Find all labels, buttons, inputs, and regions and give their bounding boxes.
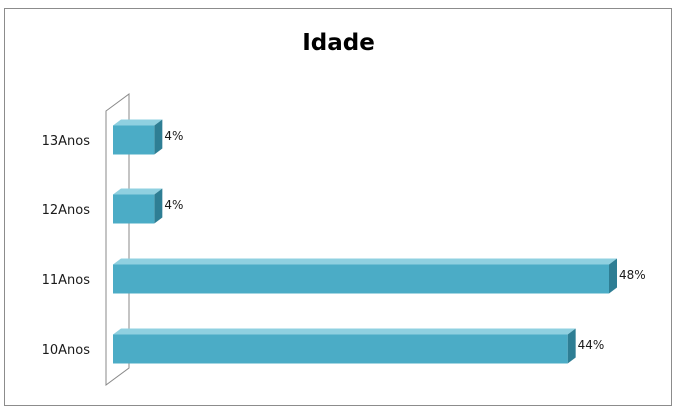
- bar-side-12anos: [154, 188, 163, 224]
- category-label-13anos: 13Anos: [42, 134, 91, 149]
- value-label-12anos: 4%: [164, 198, 183, 212]
- bars-group: [113, 119, 617, 364]
- bar-13anos: [113, 125, 155, 155]
- bar-12anos: [113, 194, 155, 224]
- bar-top-11anos: [113, 258, 617, 265]
- value-label-10anos: 44%: [578, 338, 605, 352]
- category-labels: 10Anos 11Anos 12Anos 13Anos: [42, 134, 91, 358]
- chart-title: Idade: [302, 30, 375, 56]
- bar-side-13anos: [154, 119, 163, 155]
- value-label-13anos: 4%: [164, 129, 183, 143]
- category-label-10anos: 10Anos: [42, 343, 91, 358]
- bar-top-13anos: [113, 119, 163, 126]
- bar-side-11anos: [609, 258, 617, 294]
- bar-11anos: [113, 264, 609, 294]
- axis-wall: [105, 93, 130, 386]
- bar-top-12anos: [113, 188, 163, 195]
- category-label-11anos: 11Anos: [42, 273, 91, 288]
- category-label-12anos: 12Anos: [42, 203, 91, 218]
- value-labels: 44% 48% 4% 4%: [164, 129, 645, 352]
- value-label-11anos: 48%: [619, 268, 646, 282]
- bar-top-10anos: [113, 328, 576, 335]
- bar-side-10anos: [567, 328, 576, 364]
- bar-10anos: [113, 334, 568, 364]
